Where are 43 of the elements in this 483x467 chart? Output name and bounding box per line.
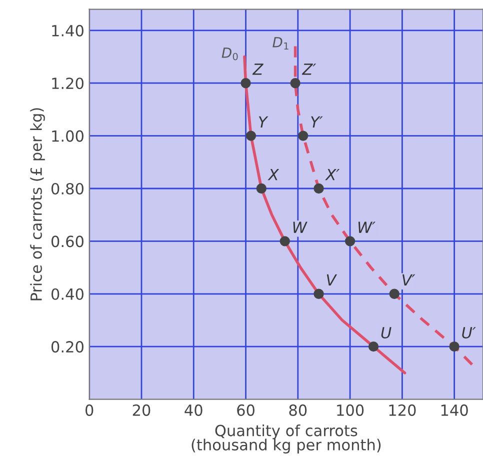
annotation: W: [293, 222, 308, 233]
point: [449, 342, 460, 352]
y-tick-label: 0.60: [51, 236, 84, 248]
x-tick-label: 20: [132, 404, 150, 416]
annotation: U: [381, 327, 392, 338]
annotation: X: [268, 169, 280, 180]
x-tick-label: 140: [441, 404, 468, 416]
y-tick-label: 1.40: [52, 24, 84, 36]
x-axis-title: Quantity of carrots (thousand kg per month): [192, 424, 381, 454]
annotation: V′: [402, 274, 416, 286]
point: [344, 236, 356, 246]
y-tick-label: 0.40: [51, 288, 84, 300]
point: [368, 342, 379, 352]
point: [240, 78, 251, 88]
point: [389, 288, 400, 299]
annotation: Z: [252, 64, 264, 75]
point: [314, 183, 324, 194]
series-label: D$_{0}$: [222, 48, 238, 60]
annotation: Y′: [311, 116, 323, 128]
y-tick-label: 0.80: [51, 182, 84, 195]
point: [256, 183, 266, 194]
series-label: D$_{1}$: [272, 37, 288, 50]
annotation: U′: [462, 327, 476, 338]
y-tick-label: 1.00: [52, 130, 84, 142]
y-tick-label: 1.20: [52, 78, 84, 90]
point: [298, 130, 308, 141]
y-tick-label: 0.20: [51, 341, 84, 353]
x-tick-label: 40: [184, 404, 202, 416]
point: [314, 288, 324, 299]
point: [290, 78, 300, 88]
annotation: W′: [358, 222, 376, 233]
point: [246, 130, 256, 141]
x-tick-label: 80: [289, 404, 307, 416]
annotation: Z′: [302, 64, 316, 75]
x-tick-label: 120: [389, 404, 416, 416]
annotation: Y: [258, 116, 268, 128]
y-axis-title: Price of carrots (£ per kg): [30, 108, 45, 300]
x-tick-label: 100: [337, 404, 364, 416]
point: [280, 236, 290, 246]
annotation: V: [326, 274, 338, 286]
annotation: X′: [325, 169, 340, 180]
x-tick-label: 0: [86, 404, 94, 416]
x-tick-label: 60: [237, 404, 254, 416]
